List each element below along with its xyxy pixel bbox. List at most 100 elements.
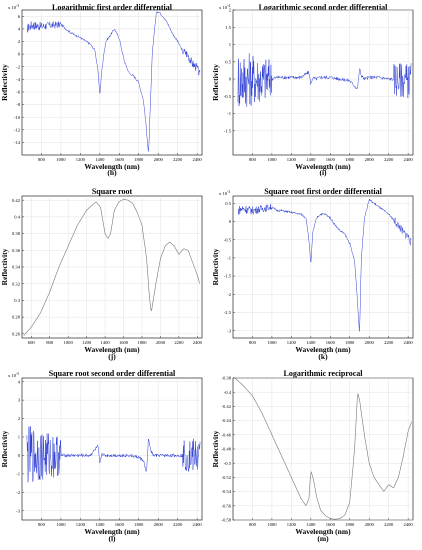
y-tick-label: -0.4 [224, 390, 232, 395]
x-tick-label: 800 [46, 340, 54, 345]
y-tick-label: -2.5 [224, 310, 232, 315]
y-multiplier-label: x 10-4 [219, 4, 230, 10]
y-tick-label: -0.56 [221, 503, 231, 508]
y-tick-label: -0.48 [221, 447, 231, 452]
y-tick-label: -0.44 [221, 418, 231, 423]
chart-title: Logarithmic first order differential [52, 3, 173, 12]
y-tick-label: -0.38 [221, 376, 231, 381]
x-tick-label: 2200 [384, 522, 394, 527]
y-tick-label: -6 [16, 90, 21, 95]
panel-caption: (m) [317, 534, 329, 543]
chart-title: Logarithmic second order differential [259, 3, 389, 12]
y-tick-label: 0 [18, 52, 21, 57]
x-tick-label: 2400 [404, 522, 414, 527]
y-tick-label: -0.46 [221, 432, 231, 437]
x-tick-label: 1000 [267, 340, 277, 345]
y-tick-label: 0.26 [12, 331, 21, 336]
panel-caption: (h) [107, 168, 117, 177]
x-tick-label: 2400 [193, 522, 203, 527]
y-tick-label: -0.54 [221, 489, 231, 494]
y-tick-label: -0.5 [224, 237, 232, 242]
x-tick-label: 800 [249, 522, 257, 527]
x-tick-label: 1800 [345, 340, 355, 345]
y-tick-label: 0.5 [225, 201, 231, 206]
y-tick-label: -1 [16, 471, 21, 476]
y-tick-label: -0.42 [221, 404, 231, 409]
x-tick-label: 2200 [384, 157, 394, 162]
x-tick-label: 2000 [154, 157, 164, 162]
y-tick-label: -2 [227, 292, 232, 297]
y-axis-label: Reflectivity [0, 64, 9, 101]
x-tick-label: 1200 [76, 522, 86, 527]
x-tick-label: 1200 [287, 340, 297, 345]
y-tick-label: -0.5 [224, 94, 232, 99]
plot-frame [232, 195, 414, 339]
x-tick-label: 1800 [134, 157, 144, 162]
y-tick-label: -0.58 [221, 518, 231, 523]
y-tick-label: 0 [18, 453, 21, 458]
x-tick-label: 1600 [115, 522, 125, 527]
y-tick-label: 0 [229, 77, 232, 82]
x-axis-label: Wavelength (nm) [295, 162, 351, 171]
x-axis-label: Wavelength (nm) [295, 345, 351, 354]
y-tick-label: -2 [16, 490, 21, 495]
chart-panel-1: Logarithmic second order differential 800… [211, 3, 413, 177]
series-line [234, 378, 412, 520]
x-tick-label: 1400 [95, 157, 105, 162]
y-tick-label: 3 [18, 398, 21, 403]
x-tick-label: 1800 [134, 522, 144, 527]
chart-panel-5: Logarithmic reciprocal 800 1000 1200 1400 160… [211, 369, 413, 543]
y-tick-label: 0.36 [12, 248, 21, 253]
chart-title: Square root [92, 187, 133, 196]
y-tick-label: 0.28 [12, 315, 21, 320]
y-axis-label: Reflectivity [211, 248, 220, 285]
y-tick-label: 1 [18, 435, 21, 440]
chart-panel-2: Square root 600 800 1000 1200 1400 1600 1800 200… [0, 187, 203, 361]
x-tick-label: 800 [249, 157, 257, 162]
x-tick-label: 1600 [326, 157, 336, 162]
y-tick-label: 1.5 [225, 25, 231, 30]
y-tick-label: 6 [18, 14, 21, 19]
x-axis-label: Wavelength (nm) [84, 162, 140, 171]
panel-caption: (l) [108, 534, 116, 543]
x-tick-label: 800 [38, 157, 46, 162]
y-tick-label: 0.5 [225, 59, 231, 64]
y-tick-label: -2 [16, 64, 21, 69]
x-tick-label: 1000 [56, 522, 66, 527]
x-tick-label: 600 [28, 340, 36, 345]
panel-caption: (j) [108, 352, 116, 361]
x-tick-label: 2000 [365, 340, 375, 345]
y-tick-label: -1 [227, 111, 232, 116]
x-tick-label: 2200 [174, 340, 184, 345]
x-tick-label: 2000 [156, 340, 166, 345]
y-tick-label: -0.52 [221, 475, 231, 480]
plot-frame [21, 9, 203, 156]
y-tick-label: -1 [227, 255, 232, 260]
x-tick-label: 2000 [365, 157, 375, 162]
x-tick-label: 2400 [404, 157, 414, 162]
x-tick-label: 1200 [82, 340, 92, 345]
x-tick-label: 2400 [404, 340, 414, 345]
x-tick-label: 2400 [193, 340, 203, 345]
y-tick-label: 0.3 [14, 298, 20, 303]
panel-caption: (i) [319, 168, 327, 177]
y-axis-label: Reflectivity [0, 248, 9, 285]
panel-caption: (k) [318, 352, 328, 361]
series-line [26, 10, 201, 152]
y-tick-label: 0 [229, 219, 232, 224]
y-multiplier-label: x 10-5 [8, 372, 19, 378]
x-tick-label: 1600 [115, 157, 125, 162]
y-tick-label: -3 [227, 328, 232, 333]
x-tick-label: 1000 [267, 157, 277, 162]
plot-frame [21, 377, 203, 521]
x-tick-label: 2400 [193, 157, 203, 162]
x-tick-label: 1200 [76, 157, 86, 162]
x-tick-label: 2000 [365, 522, 375, 527]
x-tick-label: 1400 [100, 340, 110, 345]
x-tick-label: 1400 [306, 522, 316, 527]
y-tick-label: 2 [229, 8, 232, 13]
series-line [237, 198, 412, 332]
y-tick-label: 0.32 [12, 281, 21, 286]
chart-title: Square root first order differential [264, 187, 382, 196]
x-tick-label: 2200 [173, 522, 183, 527]
